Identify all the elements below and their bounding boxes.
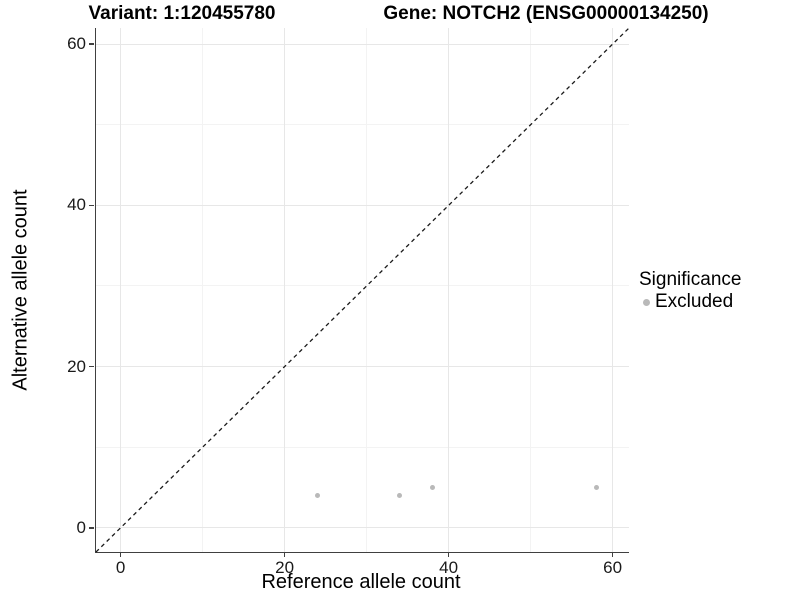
y-tick-label: 20 (67, 356, 86, 376)
y-tick-label: 60 (67, 34, 86, 54)
data-point (314, 493, 320, 499)
gridline-y-minor (96, 124, 629, 126)
gridline-x-major (612, 28, 614, 552)
plot-title-variant: Variant: 1:120455780 (88, 3, 276, 24)
gridline-y-major (96, 527, 629, 529)
gridline-x-minor (530, 28, 532, 552)
data-point (593, 485, 599, 490)
plot-panel: 0 20 40 60 0 20 40 60 (67, 27, 630, 577)
legend-item-label: Excluded (655, 291, 734, 312)
gridline-y-major (96, 204, 629, 206)
y-tick-mark (88, 527, 94, 529)
x-tick-label: 20 (275, 558, 295, 577)
gridline-y-minor (96, 446, 629, 448)
gridline-x-minor (366, 28, 368, 552)
x-tick-label: 0 (115, 558, 126, 577)
gridline-x-major (284, 28, 286, 552)
x-tick-mark (611, 552, 614, 557)
gridline-x-major (120, 28, 122, 552)
y-tick-mark (88, 365, 94, 368)
y-tick-mark (88, 43, 94, 45)
gridline-y-minor (96, 285, 629, 287)
gridline-x-minor (202, 28, 204, 552)
x-tick-mark (447, 552, 450, 557)
x-tick-mark (119, 552, 122, 557)
plot-title-gene: Gene: NOTCH2 (ENSG00000134250) (383, 3, 709, 24)
x-axis-title: Reference allele count (261, 571, 461, 593)
legend-point-icon (643, 298, 650, 306)
legend: Significance Excluded (639, 268, 741, 313)
gridline-y-major (96, 366, 629, 368)
legend-item: Excluded (639, 291, 741, 313)
gridline-x-major (448, 28, 450, 552)
y-tick-label: 0 (76, 517, 86, 537)
legend-title: Significance (639, 269, 742, 290)
legend-items: Excluded (639, 291, 741, 313)
y-axis-title: Alternative allele count (9, 189, 32, 391)
x-tick-label: 60 (603, 558, 623, 577)
y-tick-mark (88, 204, 94, 207)
y-tick-label: 40 (67, 195, 86, 215)
x-tick-mark (283, 552, 286, 557)
data-point (396, 493, 402, 499)
x-tick-label: 40 (439, 558, 459, 577)
data-point (429, 485, 435, 490)
gridline-y-major (96, 43, 629, 45)
identity-dashed-line (95, 27, 630, 553)
